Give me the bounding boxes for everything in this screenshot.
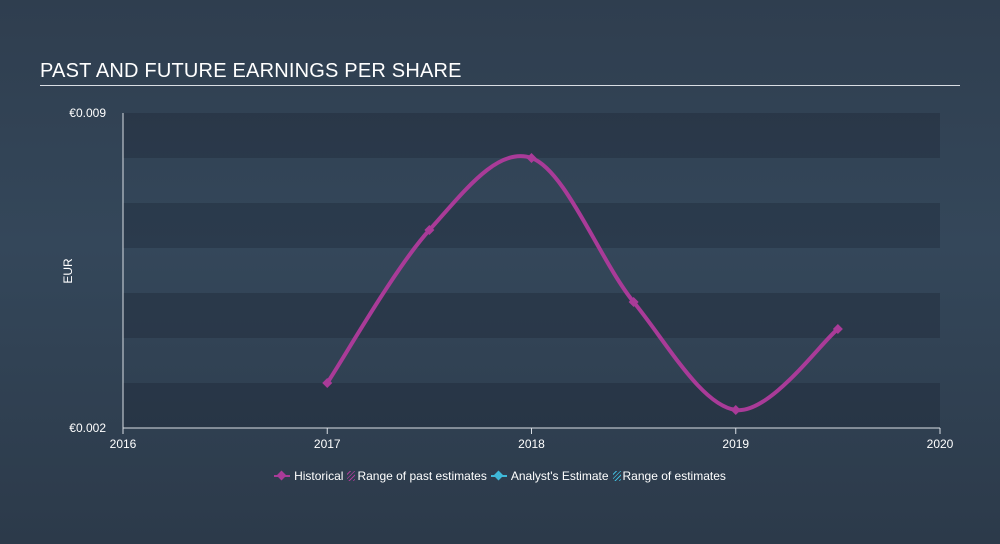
y-tick-label: €0.009 (69, 106, 106, 120)
data-point[interactable] (832, 324, 843, 334)
legend-hatch-icon (612, 471, 621, 481)
legend-line-marker-icon (490, 470, 507, 481)
grid-band (123, 158, 940, 203)
legend-item[interactable]: Historical (274, 469, 343, 483)
grid-band (123, 113, 940, 158)
grid-band (123, 383, 940, 428)
x-tick-labels: 2016 2017 2018 2019 2020 (110, 428, 954, 451)
legend-line-marker-icon (274, 470, 291, 481)
x-tick-label: 2018 (518, 437, 545, 451)
series-line-historical (325, 154, 840, 413)
title-divider (40, 85, 960, 86)
grid-bands (123, 113, 940, 428)
series-group (322, 153, 843, 415)
chart-legend: Historical Range of past estimates Analyst… (0, 469, 1000, 483)
data-point[interactable] (628, 297, 639, 307)
data-point[interactable] (730, 405, 741, 415)
grid-band (123, 203, 940, 248)
data-point[interactable] (322, 378, 333, 388)
legend-label: Historical (294, 469, 344, 483)
x-tick-label: 2016 (110, 437, 137, 451)
x-tick-label: 2020 (927, 437, 954, 451)
x-tick-label: 2019 (722, 437, 749, 451)
grid-band (123, 248, 940, 293)
legend-label: Analyst's Estimate (510, 469, 609, 483)
data-point[interactable] (526, 153, 537, 163)
y-tick-label: €0.002 (69, 421, 106, 435)
legend-item[interactable]: Range of estimates (612, 469, 726, 483)
data-point[interactable] (424, 225, 435, 235)
legend-label: Range of past estimates (357, 469, 487, 483)
legend-hatch-icon (347, 471, 356, 481)
legend-item[interactable]: Analyst's Estimate (490, 469, 609, 483)
y-axis-label: EUR (61, 258, 75, 284)
grid-band (123, 293, 940, 338)
x-tick-label: 2017 (314, 437, 341, 451)
legend-item[interactable]: Range of past estimates (347, 469, 487, 483)
y-tick-labels: €0.009 €0.002 (69, 106, 106, 435)
legend-label: Range of estimates (622, 469, 726, 483)
chart-title: PAST AND FUTURE EARNINGS PER SHARE (40, 60, 462, 82)
grid-band (123, 338, 940, 383)
